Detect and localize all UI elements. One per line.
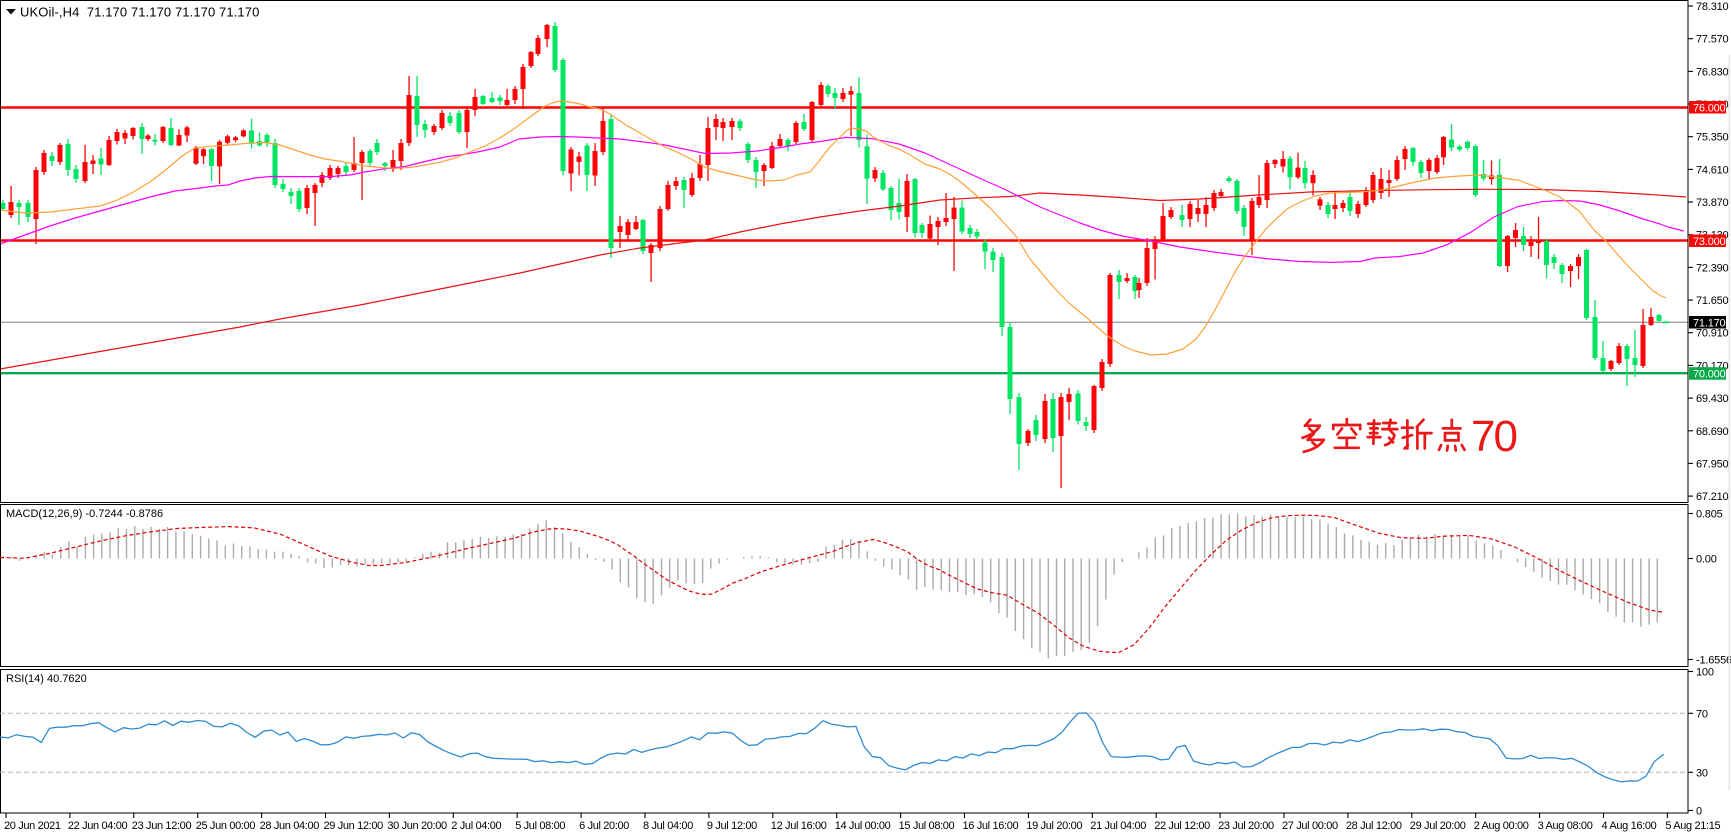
svg-text:28 Jun 04:00: 28 Jun 04:00	[260, 820, 320, 832]
svg-text:68.690: 68.690	[1696, 426, 1729, 438]
svg-text:29 Jun 12:00: 29 Jun 12:00	[324, 820, 384, 832]
svg-text:5 Jul 08:00: 5 Jul 08:00	[515, 820, 565, 832]
svg-text:2 Aug 00:00: 2 Aug 00:00	[1474, 820, 1529, 832]
svg-text:75.350: 75.350	[1696, 132, 1729, 144]
svg-text:0.805: 0.805	[1696, 509, 1723, 521]
svg-text:67.210: 67.210	[1696, 491, 1729, 503]
svg-text:72.390: 72.390	[1696, 262, 1729, 274]
svg-text:74.610: 74.610	[1696, 164, 1729, 176]
svg-text:25 Jun 00:00: 25 Jun 00:00	[196, 820, 256, 832]
svg-text:21 Jul 04:00: 21 Jul 04:00	[1090, 820, 1146, 832]
svg-text:73.870: 73.870	[1696, 197, 1729, 209]
svg-text:27 Jul 00:00: 27 Jul 00:00	[1282, 820, 1338, 832]
svg-text:30: 30	[1696, 767, 1708, 779]
svg-text:76.830: 76.830	[1696, 66, 1729, 78]
svg-text:67.950: 67.950	[1696, 458, 1729, 470]
svg-text:15 Jul 08:00: 15 Jul 08:00	[899, 820, 955, 832]
svg-text:14 Jul 00:00: 14 Jul 00:00	[835, 820, 891, 832]
svg-text:16 Jul 16:00: 16 Jul 16:00	[963, 820, 1019, 832]
svg-text:9 Jul 12:00: 9 Jul 12:00	[707, 820, 757, 832]
svg-text:78.310: 78.310	[1696, 1, 1729, 13]
svg-text:70.000: 70.000	[1693, 369, 1726, 381]
svg-text:3 Aug 08:00: 3 Aug 08:00	[1538, 820, 1593, 832]
svg-text:73.000: 73.000	[1693, 236, 1726, 248]
svg-text:12 Jul 16:00: 12 Jul 16:00	[771, 820, 827, 832]
svg-text:29 Jul 20:00: 29 Jul 20:00	[1410, 820, 1466, 832]
svg-text:6 Jul 20:00: 6 Jul 20:00	[579, 820, 629, 832]
svg-text:RSI(14) 40.7620: RSI(14) 40.7620	[6, 673, 87, 685]
svg-text:MACD(12,26,9) -0.7244 -0.8786: MACD(12,26,9) -0.7244 -0.8786	[6, 508, 163, 520]
svg-text:76.000: 76.000	[1693, 102, 1726, 114]
svg-text:0: 0	[1696, 806, 1702, 818]
svg-text:22 Jun 04:00: 22 Jun 04:00	[68, 820, 128, 832]
svg-text:30 Jun 20:00: 30 Jun 20:00	[387, 820, 447, 832]
svg-text:70: 70	[1471, 412, 1516, 461]
svg-text:23 Jun 12:00: 23 Jun 12:00	[132, 820, 192, 832]
svg-text:70: 70	[1696, 708, 1708, 720]
svg-text:0.00: 0.00	[1696, 554, 1717, 566]
svg-text:69.430: 69.430	[1696, 393, 1729, 405]
svg-text:4 Aug 16:00: 4 Aug 16:00	[1602, 820, 1657, 832]
svg-text:2 Jul 04:00: 2 Jul 04:00	[451, 820, 501, 832]
svg-text:71.170: 71.170	[1693, 317, 1726, 329]
svg-text:8 Jul 04:00: 8 Jul 04:00	[643, 820, 693, 832]
svg-text:-1.6556: -1.6556	[1696, 655, 1731, 667]
svg-text:20 Jun 2021: 20 Jun 2021	[4, 820, 61, 832]
svg-text:100: 100	[1696, 667, 1714, 679]
svg-text:19 Jul 20:00: 19 Jul 20:00	[1026, 820, 1082, 832]
svg-text:UKOil-,H4 71.170 71.170 71.17: UKOil-,H4 71.170 71.170 71.170 71.170	[20, 5, 259, 20]
svg-text:28 Jul 12:00: 28 Jul 12:00	[1346, 820, 1402, 832]
svg-text:23 Jul 20:00: 23 Jul 20:00	[1218, 820, 1274, 832]
svg-text:22 Jul 12:00: 22 Jul 12:00	[1154, 820, 1210, 832]
svg-text:70.910: 70.910	[1696, 328, 1729, 340]
svg-text:71.650: 71.650	[1696, 295, 1729, 307]
svg-text:77.570: 77.570	[1696, 34, 1729, 46]
svg-text:5 Aug 21:15: 5 Aug 21:15	[1665, 820, 1720, 832]
